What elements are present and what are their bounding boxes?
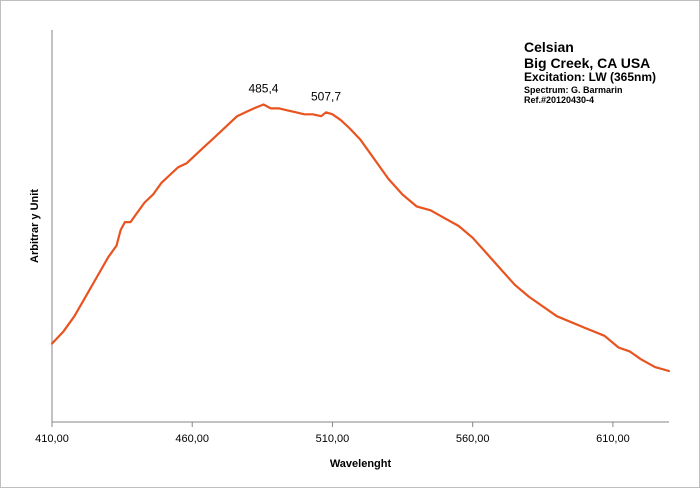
locality: Big Creek, CA USA [524,54,651,71]
x-tick-label: 410,00 [35,433,69,445]
x-tick-labels: 410,00 460,00 510,00 560,00 610,00 [35,433,630,445]
x-tick-marks [51,422,614,427]
x-tick-label: 610,00 [596,433,630,445]
spectrum-credit: Spectrum: G. Barmarin [524,84,623,95]
spectrum-series-line [50,103,671,373]
mineral-name: Celsian [524,39,574,55]
x-tick-label: 510,00 [316,433,350,445]
excitation: Excitation: LW (365nm) [524,70,657,85]
x-tick-label: 560,00 [456,433,490,445]
peak-label: 485,4 [248,81,278,95]
reference-id: Ref.#20120430-4 [524,94,595,105]
sample-info-box: Celsian Big Creek, CA USA Excitation: LW… [524,39,657,105]
series-layer [50,103,671,373]
x-tick-label: 460,00 [175,433,209,445]
peak-annotations: 485,4 507,7 [248,81,341,103]
x-axis-title: Wavelenght [330,458,392,470]
peak-label: 507,7 [311,89,341,103]
y-axis-title: Arbitrar y Unit [29,189,41,263]
